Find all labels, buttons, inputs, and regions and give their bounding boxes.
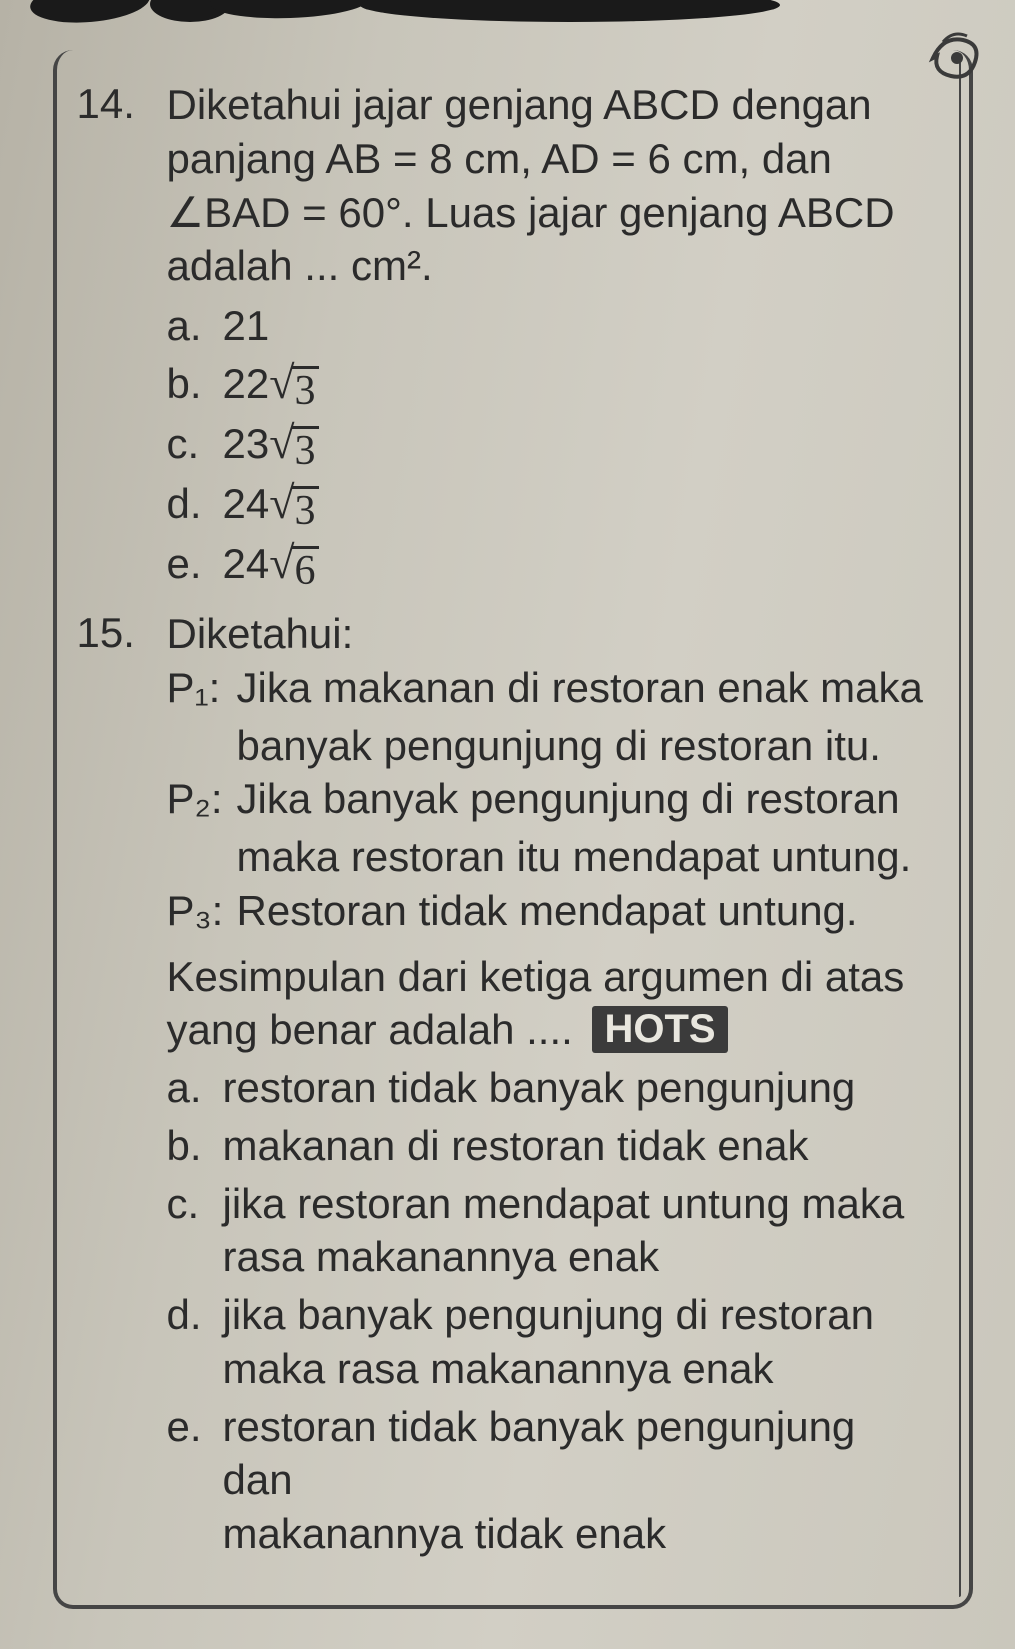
- option-c: c. 23√3: [167, 417, 935, 473]
- radicand: 3: [292, 486, 319, 533]
- sqrt-icon: √3: [269, 362, 319, 413]
- question-14: 14. Diketahui jajar genjang ABCD dengan …: [77, 78, 935, 597]
- option-e: e. 24√6: [167, 537, 935, 593]
- hots-badge: HOTS: [592, 1006, 727, 1053]
- radicand: 3: [292, 426, 319, 473]
- option-text: 21: [223, 299, 935, 353]
- options-list: a. 21 b. 22√3 c. 23√3: [167, 299, 935, 593]
- conclusion-line: yang benar adalah .... HOTS: [167, 1003, 935, 1057]
- option-a: a. restoran tidak banyak pengunjung: [167, 1061, 935, 1115]
- conclusion-line: Kesimpulan dari ketiga argumen di atas: [167, 950, 935, 1004]
- premise-text: Jika makanan di restoran enak maka: [237, 661, 935, 715]
- option-text: jika restoran mendapat untung maka rasa …: [223, 1177, 935, 1285]
- coeff: 24: [223, 480, 270, 527]
- option-e: e. restoran tidak banyak pengunjung dan …: [167, 1400, 935, 1561]
- radicand: 6: [292, 546, 319, 593]
- option-text: 24√6: [223, 537, 935, 593]
- option-text: restoran tidak banyak pengunjung dan mak…: [223, 1400, 935, 1561]
- inner-right-rule: [959, 58, 961, 1597]
- question-number: 14.: [77, 78, 167, 128]
- conclusion-text: yang benar adalah ....: [167, 1006, 573, 1053]
- option-letter: d.: [167, 1288, 223, 1342]
- option-letter: a.: [167, 299, 223, 353]
- premise-label: P₁:: [167, 661, 237, 715]
- premise-text: Restoran tidak mendapat untung.: [237, 884, 935, 938]
- option-letter: c.: [167, 1177, 223, 1231]
- option-text: restoran tidak banyak pengunjung: [223, 1061, 935, 1115]
- sqrt-icon: √3: [269, 422, 319, 473]
- option-line: maka rasa makanannya enak: [223, 1342, 935, 1396]
- premise-text: Jika banyak pengunjung di restoran: [237, 772, 935, 826]
- option-d: d. jika banyak pengunjung di restoran ma…: [167, 1288, 935, 1396]
- option-text: 24√3: [223, 477, 935, 533]
- premise-text: maka restoran itu mendapat untung.: [167, 830, 935, 884]
- option-letter: e.: [167, 1400, 223, 1454]
- text-line: Diketahui jajar genjang ABCD dengan: [167, 78, 935, 132]
- premise-label: P₃:: [167, 884, 237, 938]
- option-letter: b.: [167, 1119, 223, 1173]
- question-15: 15. Diketahui: P₁: Jika makanan di resto…: [77, 607, 935, 1565]
- text-line: adalah ... cm².: [167, 239, 935, 293]
- option-line: restoran tidak banyak pengunjung dan: [223, 1400, 935, 1508]
- question-body: Diketahui jajar genjang ABCD dengan panj…: [167, 78, 935, 597]
- premise-3: P₃: Restoran tidak mendapat untung.: [167, 884, 935, 938]
- option-text: jika banyak pengunjung di restoran maka …: [223, 1288, 935, 1396]
- option-letter: d.: [167, 477, 223, 531]
- premise-label: P₂:: [167, 772, 237, 826]
- premise-1: P₁: Jika makanan di restoran enak maka: [167, 661, 935, 715]
- option-a: a. 21: [167, 299, 935, 353]
- top-border-decor: [30, 0, 935, 36]
- coeff: 24: [223, 540, 270, 587]
- option-line: jika banyak pengunjung di restoran: [223, 1288, 935, 1342]
- option-text: 23√3: [223, 417, 935, 473]
- option-letter: e.: [167, 537, 223, 591]
- question-number: 15.: [77, 607, 167, 657]
- option-letter: a.: [167, 1061, 223, 1115]
- premise-2: P₂: Jika banyak pengunjung di restoran: [167, 772, 935, 826]
- option-c: c. jika restoran mendapat untung maka ra…: [167, 1177, 935, 1285]
- coeff: 23: [223, 420, 270, 467]
- option-line: rasa makanannya enak: [223, 1230, 935, 1284]
- premise-text: banyak pengunjung di restoran itu.: [167, 719, 935, 773]
- option-b: b. makanan di restoran tidak enak: [167, 1119, 935, 1173]
- option-b: b. 22√3: [167, 357, 935, 413]
- diketahui-label: Diketahui:: [167, 607, 935, 661]
- option-letter: c.: [167, 417, 223, 471]
- content-frame: 14. Diketahui jajar genjang ABCD dengan …: [53, 50, 973, 1609]
- text-line: panjang AB = 8 cm, AD = 6 cm, dan: [167, 132, 935, 186]
- option-line: makanannya tidak enak: [223, 1507, 935, 1561]
- coeff: 22: [223, 360, 270, 407]
- options-list: a. restoran tidak banyak pengunjung b. m…: [167, 1061, 935, 1561]
- text-line: ∠BAD = 60°. Luas jajar genjang ABCD: [167, 186, 935, 240]
- option-line: jika restoran mendapat untung maka: [223, 1177, 935, 1231]
- sqrt-icon: √6: [269, 542, 319, 593]
- radicand: 3: [292, 366, 319, 413]
- option-d: d. 24√3: [167, 477, 935, 533]
- option-text: makanan di restoran tidak enak: [223, 1119, 935, 1173]
- question-body: Diketahui: P₁: Jika makanan di restoran …: [167, 607, 935, 1565]
- option-letter: b.: [167, 357, 223, 411]
- page: 14. Diketahui jajar genjang ABCD dengan …: [0, 0, 1015, 1649]
- sqrt-icon: √3: [269, 482, 319, 533]
- option-text: 22√3: [223, 357, 935, 413]
- question-text: Diketahui jajar genjang ABCD dengan panj…: [167, 78, 935, 293]
- corner-ornament-icon: [923, 28, 983, 88]
